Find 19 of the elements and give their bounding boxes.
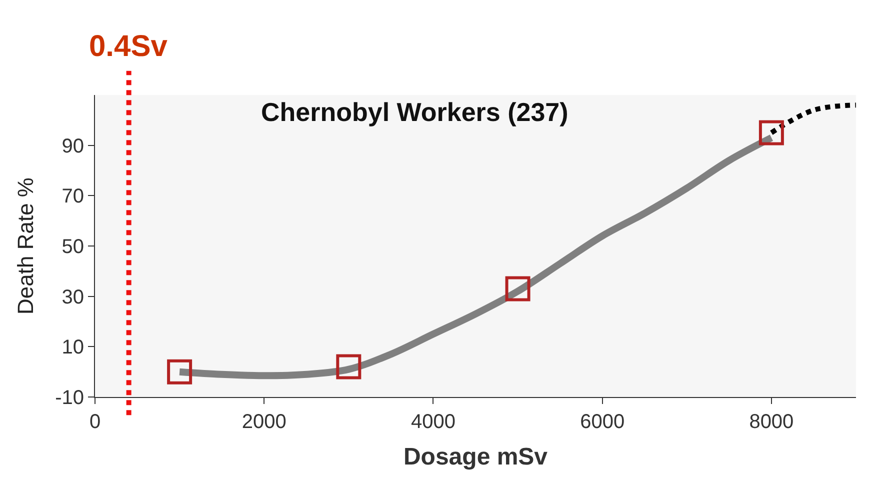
y-tick-label: 90	[62, 135, 84, 158]
point	[505, 276, 530, 302]
x-axis-title: Dosage mSv	[403, 443, 548, 470]
point	[336, 354, 362, 380]
chart-title: Chernobyl Workers (237)	[261, 97, 568, 127]
point	[167, 359, 192, 384]
x-tick-label: 0	[89, 411, 101, 433]
x-tick-label: 6000	[580, 411, 625, 433]
y-tick-label: 50	[62, 236, 84, 258]
y-tick-label: 10	[62, 336, 84, 359]
y-tick-label: 30	[62, 286, 84, 308]
x-tick-label: 4000	[410, 411, 456, 433]
ref-line-label: 0.4Sv	[89, 30, 168, 63]
x-tick-label: 2000	[242, 411, 286, 433]
y-axis-title: Death Rate %	[12, 178, 38, 314]
x-tick-label: 8000	[749, 411, 794, 433]
point	[758, 120, 784, 146]
y-tick-label: 70	[62, 186, 84, 208]
y-tick-label: -10	[55, 387, 84, 409]
